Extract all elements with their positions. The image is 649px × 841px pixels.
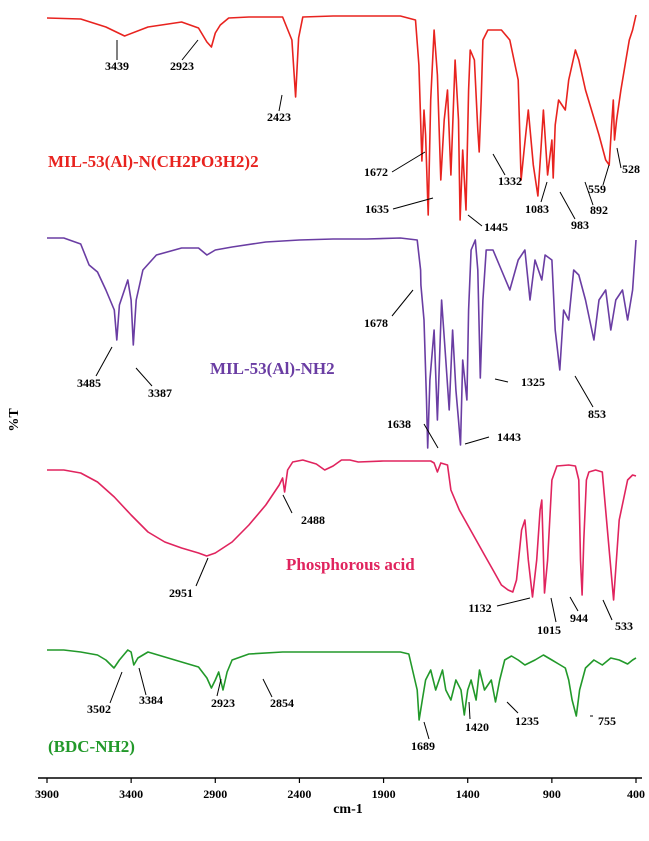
- peak-leader-line: [181, 39, 199, 61]
- series-labels: MIL-53(Al)-N(CH2PO3H2)2 MIL-53(Al)-NH2 P…: [48, 152, 415, 756]
- peak-label: 1689: [411, 739, 435, 753]
- peak-leader-line: [467, 214, 483, 227]
- peak-leader-line: [95, 346, 113, 377]
- peak-label: 892: [590, 203, 608, 217]
- peak-label: 1443: [497, 430, 521, 444]
- y-axis-title: %T: [7, 408, 22, 432]
- peak-label: 1445: [484, 220, 508, 234]
- peak-leader-line: [464, 436, 490, 445]
- peak-label: 3485: [77, 376, 101, 390]
- peak-labels: 3439 2923 2423 1672 1635 1445 1332 1083 …: [77, 59, 640, 753]
- x-tick-label: 3400: [119, 787, 143, 801]
- peak-leader-line: [138, 667, 147, 696]
- peak-label: 853: [588, 407, 606, 421]
- peak-leader-line: [574, 375, 594, 408]
- series-label-phosphorous-acid: Phosphorous acid: [286, 555, 415, 574]
- peak-leader-line: [423, 721, 430, 740]
- peak-label: 1420: [465, 720, 489, 734]
- peak-leader-line: [569, 596, 579, 612]
- peak-label: 1672: [364, 165, 388, 179]
- peak-label: 2423: [267, 110, 291, 124]
- x-tick-label: 2900: [203, 787, 227, 801]
- peak-leader-line: [584, 181, 594, 206]
- peak-leader-line: [391, 289, 414, 317]
- peak-label: 1678: [364, 316, 388, 330]
- peak-label: 1015: [537, 623, 561, 637]
- peak-label: 1635: [365, 202, 389, 216]
- series-layer: [46, 14, 637, 721]
- peak-label: 2923: [211, 696, 235, 710]
- series-line-mil53-nh2: [47, 237, 637, 449]
- peak-label: 2923: [170, 59, 194, 73]
- peak-label: 2951: [169, 586, 193, 600]
- peak-leader-line: [540, 181, 548, 203]
- peak-leader-line: [602, 164, 610, 186]
- peak-leader-line: [550, 597, 557, 623]
- series-line-phosphorous-acid: [47, 459, 637, 601]
- peak-label: 1132: [468, 601, 491, 615]
- x-tick-label: 3900: [35, 787, 59, 801]
- peak-label: 2488: [301, 513, 325, 527]
- peak-leader-line: [195, 557, 209, 587]
- peak-leader-line: [602, 599, 613, 621]
- x-tick-label: 900: [543, 787, 561, 801]
- peak-label: 559: [588, 182, 606, 196]
- peak-label: 3384: [139, 693, 163, 707]
- peak-leaders: [95, 39, 622, 740]
- peak-leader-line: [616, 147, 622, 169]
- x-tick-label: 2400: [287, 787, 311, 801]
- peak-leader-line: [506, 701, 519, 714]
- peak-leader-line: [423, 423, 439, 449]
- peak-label: 1083: [525, 202, 549, 216]
- peak-leader-line: [494, 378, 509, 383]
- peak-label: 3387: [148, 386, 172, 400]
- series-label-mil53-amine-phosphonate: MIL-53(Al)-N(CH2PO3H2)2: [48, 152, 259, 171]
- peak-leader-line: [496, 597, 531, 607]
- peak-label: 944: [570, 611, 588, 625]
- peak-label: 1332: [498, 174, 522, 188]
- peak-leader-line: [278, 94, 283, 112]
- series-line-bdc-nh2: [47, 649, 637, 721]
- peak-label: 3439: [105, 59, 129, 73]
- x-axis-ticks: 3900 3400 2900 2400 1900 1400 900 400: [35, 778, 645, 801]
- peak-leader-line: [468, 701, 471, 720]
- series-label-bdc-nh2: (BDC-NH2): [48, 737, 135, 756]
- peak-label: 755: [598, 714, 616, 728]
- peak-label: 528: [622, 162, 640, 176]
- peak-leader-line: [216, 678, 222, 697]
- peak-leader-line: [559, 191, 576, 220]
- peak-leader-line: [391, 151, 426, 173]
- x-axis-title: cm-1: [333, 802, 363, 817]
- peak-leader-line: [109, 671, 123, 704]
- x-tick-label: 400: [627, 787, 645, 801]
- peak-leader-line: [492, 153, 506, 176]
- series-line-mil53-amine-phosphonate: [46, 14, 637, 221]
- peak-label: 983: [571, 218, 589, 232]
- series-label-mil53-nh2: MIL-53(Al)-NH2: [210, 359, 335, 378]
- x-tick-label: 1900: [372, 787, 396, 801]
- peak-label: 533: [615, 619, 633, 633]
- peak-leader-line: [135, 367, 153, 387]
- peak-label: 1638: [387, 417, 411, 431]
- x-tick-label: 1400: [456, 787, 480, 801]
- peak-label: 1325: [521, 375, 545, 389]
- peak-label: 3502: [87, 702, 111, 716]
- peak-label: 1235: [515, 714, 539, 728]
- peak-leader-line: [262, 678, 273, 698]
- peak-leader-line: [392, 197, 434, 210]
- peak-leader-line: [282, 494, 293, 514]
- peak-label: 2854: [270, 696, 294, 710]
